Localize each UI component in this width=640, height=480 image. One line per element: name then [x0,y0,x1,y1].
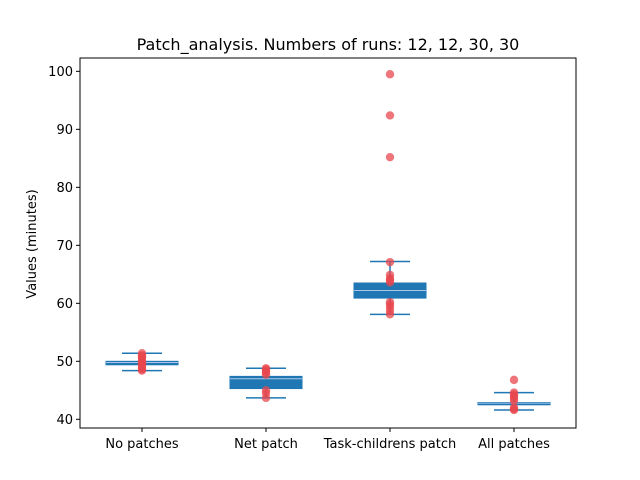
x-tick-label-no-patches: No patches [105,437,179,452]
y-tick-label-50: 50 [56,355,73,370]
chart-title: Patch_analysis. Numbers of runs: 12, 12,… [137,35,520,55]
data-point-task-childrens-patch-9 [385,270,395,280]
plot-frame [79,57,577,429]
data-point-task-childrens-patch-11 [385,152,395,162]
data-point-all-patches-8 [509,388,519,397]
y-tick-label-100: 100 [48,65,73,80]
data-point-task-childrens-patch-13 [385,70,395,79]
y-tick-label-90: 90 [56,123,73,138]
data-point-task-childrens-patch-10 [385,257,395,267]
y-axis-label: Values (minutes) [25,189,40,298]
y-tick-label-40: 40 [56,413,73,428]
data-point-net-patch-3 [261,386,271,395]
data-point-all-patches-3 [509,403,519,412]
y-tick-label-60: 60 [56,297,73,312]
y-tick-label-70: 70 [56,239,73,254]
data-point-all-patches-9 [509,375,519,385]
data-point-task-childrens-patch-5 [385,297,395,307]
x-tick-label-net-patch: Net patch [234,437,298,452]
x-tick-label-all-patches: All patches [478,437,550,452]
x-tick-label-task-childrens-patch: Task-childrens patch [323,437,457,452]
data-point-task-childrens-patch-12 [385,111,395,120]
data-point-net-patch-8 [261,364,271,373]
plot-area: 40 50 60 70 80 90 100 No patches Net patch Task-c… [48,57,577,452]
y-tick-label-80: 80 [56,181,73,196]
data-point-no-patches-12 [137,348,147,358]
